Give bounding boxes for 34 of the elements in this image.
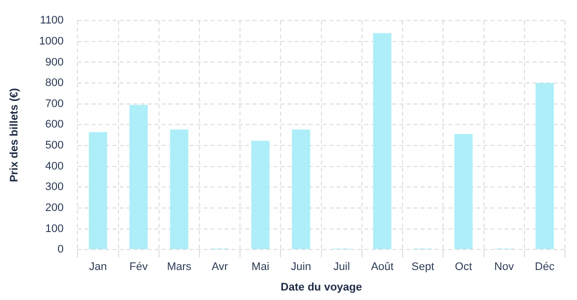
- bar: [292, 129, 310, 250]
- y-tick-label: 1100: [40, 14, 64, 27]
- y-axis-title: Prix des billets (€): [8, 88, 21, 182]
- x-tick-label: Mai: [252, 261, 270, 274]
- x-tick-label: Juin: [290, 261, 312, 274]
- y-tick-label: 1000: [39, 35, 64, 48]
- bar: [88, 132, 108, 250]
- x-tick-label: Mars: [166, 261, 192, 274]
- y-tick-label: 900: [45, 56, 64, 68]
- bar: [129, 104, 148, 250]
- x-tick-label: Août: [370, 261, 394, 274]
- y-tick-label: 100: [45, 222, 64, 235]
- y-tick-label: 700: [45, 98, 64, 110]
- y-tick-label: 0: [58, 244, 64, 256]
- x-tick-label: Avr: [212, 261, 228, 274]
- y-tick-label: 400: [45, 160, 64, 172]
- y-tick-label: 600: [45, 118, 64, 131]
- x-tick-label: Juil: [333, 261, 350, 274]
- x-axis-title: Date du voyage: [280, 281, 362, 294]
- y-tick-label: 800: [45, 77, 64, 90]
- bar: [454, 134, 473, 250]
- bar: [536, 83, 554, 250]
- x-tick-label: Fév: [129, 261, 148, 274]
- bar: [251, 140, 270, 250]
- x-tick-label: Sept: [412, 261, 434, 274]
- bar: [170, 129, 188, 250]
- y-tick-label: 200: [45, 202, 64, 214]
- x-tick-label: Oct: [454, 261, 472, 274]
- x-tick-label: Déc: [534, 261, 555, 274]
- x-tick-label: Nov: [494, 261, 514, 274]
- y-tick-label: 500: [45, 140, 64, 152]
- y-tick-label: 300: [45, 181, 64, 194]
- x-tick-label: Jan: [89, 261, 107, 274]
- bar: [373, 33, 392, 250]
